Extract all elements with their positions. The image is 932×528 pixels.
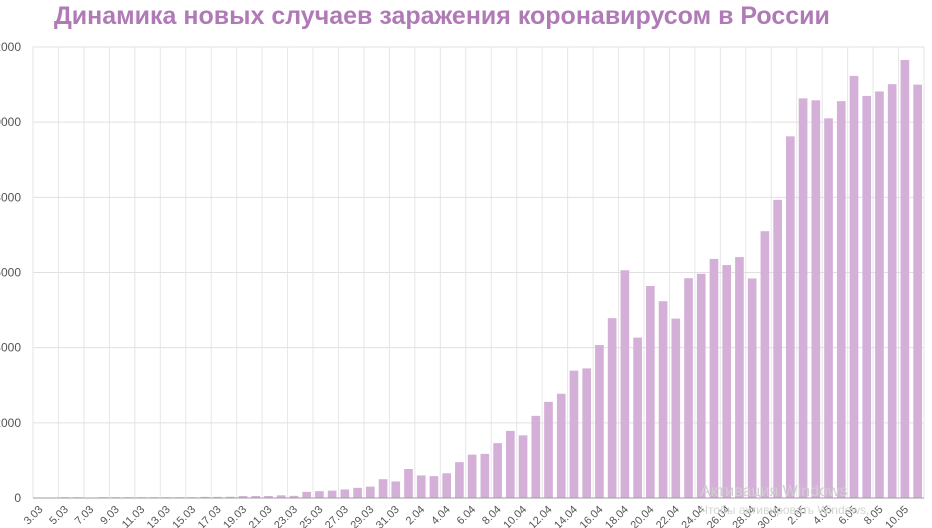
bar (365, 486, 375, 498)
bars (60, 59, 922, 499)
bar (391, 481, 401, 498)
bar (276, 495, 286, 498)
bar (518, 435, 528, 498)
windows-activation-subtext: Чтобы активировать Windows, (700, 503, 870, 517)
bar (760, 231, 770, 498)
bar (404, 469, 413, 498)
x-tick-label: 4.04 (429, 504, 453, 528)
y-tick-label: 8000 (0, 190, 21, 204)
x-tick-label: 17.03 (196, 504, 224, 528)
y-tick-label: 2000 (0, 416, 21, 430)
y-tick-label: 6000 (0, 266, 21, 280)
x-tick-label: 31.03 (374, 504, 402, 528)
bar (238, 496, 248, 498)
bar (289, 495, 299, 498)
bar (684, 278, 693, 498)
bar (607, 318, 617, 498)
x-tick-label: 25.03 (298, 504, 326, 528)
x-tick-label: 21.03 (247, 504, 275, 528)
bar (824, 118, 833, 499)
bar (531, 415, 541, 498)
bar (620, 270, 630, 498)
x-tick-label: 29.03 (348, 504, 376, 528)
bar (251, 495, 261, 498)
x-tick-label: 11.03 (120, 504, 147, 528)
bar (315, 491, 324, 498)
x-tick-label: 3.03 (22, 504, 46, 528)
bar (556, 393, 566, 498)
chart-title: Динамика новых случаев заражения коронав… (54, 2, 830, 30)
bar (264, 496, 273, 498)
bar (646, 285, 655, 498)
y-tick-labels: 0 2000 4000 6000 8000 10000 12000 (0, 40, 21, 505)
bar (582, 368, 592, 498)
bar (544, 401, 553, 498)
x-tick-label: 10.04 (501, 504, 529, 528)
x-tick-label: 23.03 (272, 504, 300, 528)
x-tick-label: 13.03 (145, 504, 173, 528)
y-tick-label: 0 (14, 491, 21, 505)
bar (225, 496, 235, 498)
bar (709, 258, 719, 498)
bar (658, 301, 668, 498)
x-tick-label: 27.03 (323, 504, 351, 528)
x-tick-label: 14.04 (552, 504, 580, 528)
bar (480, 453, 490, 498)
x-tick-label: 19.03 (221, 504, 249, 528)
bar (811, 100, 821, 498)
bar (595, 345, 604, 498)
bar (786, 136, 795, 499)
windows-activation-watermark: Активация Windows (700, 483, 848, 500)
bar (429, 476, 439, 498)
bar (442, 473, 452, 498)
bar (696, 273, 706, 498)
bar (416, 475, 426, 498)
x-tick-label: 8.04 (480, 504, 504, 528)
bar (875, 91, 884, 498)
bar (327, 490, 337, 498)
bar (913, 84, 922, 498)
x-tick-label: 15.03 (170, 504, 198, 528)
x-tick-label: 7.03 (73, 504, 97, 528)
bar (900, 59, 910, 499)
x-tick-label: 16.04 (578, 504, 606, 528)
bar (887, 84, 897, 499)
bar (569, 370, 579, 498)
bar (302, 491, 311, 498)
bar (467, 454, 477, 498)
bar (671, 318, 681, 498)
bar (633, 337, 642, 498)
bar (747, 278, 757, 498)
x-tick-label: 20.04 (629, 504, 657, 528)
bar (836, 101, 846, 498)
bar (340, 489, 350, 498)
bar (722, 265, 732, 498)
y-tick-label: 12000 (0, 40, 21, 54)
bar (200, 496, 210, 498)
x-tick-label: 6.04 (455, 504, 479, 528)
bar (798, 98, 808, 499)
bar (455, 462, 464, 498)
y-tick-label: 4000 (0, 341, 21, 355)
x-tick-label: 9.03 (98, 504, 122, 528)
x-tick-label: 12.04 (527, 504, 555, 528)
bar (493, 443, 502, 498)
bar (735, 257, 744, 498)
x-tick-label: 10.05 (883, 504, 911, 528)
x-tick-label: 2.04 (404, 504, 428, 528)
bar (849, 75, 859, 498)
y-tick-label: 10000 (0, 115, 21, 129)
bar (505, 430, 515, 498)
bar (213, 496, 222, 498)
bar (353, 487, 362, 498)
bar (862, 95, 872, 498)
x-tick-label: 5.03 (47, 504, 71, 528)
bar (378, 479, 388, 498)
x-tick-label: 18.04 (603, 504, 631, 528)
x-tick-label: 22.04 (654, 504, 682, 528)
bar (773, 199, 782, 498)
